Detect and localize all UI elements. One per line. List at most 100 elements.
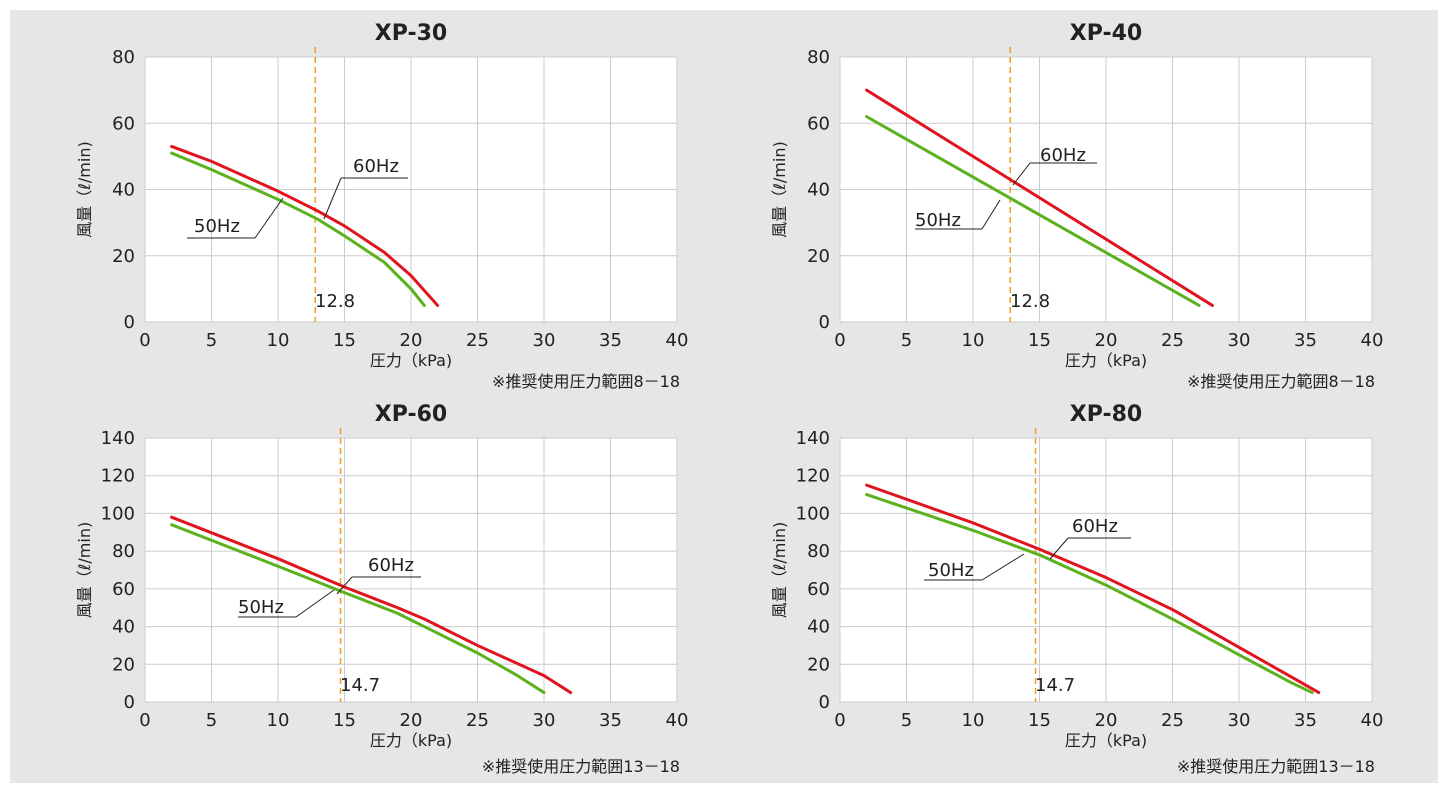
y-tick-label: 20 [112,246,135,267]
y-tick-label: 120 [101,466,135,487]
series-line-50hz [170,523,546,695]
x-tick-label: 10 [962,330,985,351]
chart-panel: 0 5 10 15 20 25 30 35 40 0 20 40 60 80 XP-30 圧力（kPa) 風量（… [10,10,1438,783]
x-axis-label: 圧力（kPa) [370,731,452,750]
y-tick-label: 0 [124,312,135,333]
y-tick-label: 120 [796,466,830,487]
annotation-60hz: 60Hz [1040,145,1086,166]
annotation-60hz-leader [336,576,353,595]
reference-line-label: 14.7 [1035,675,1075,696]
x-axis-label: 圧力（kPa) [370,351,452,370]
x-tick-label: 5 [206,710,217,731]
x-tick-label: 10 [962,710,985,731]
x-tick-label: 40 [666,710,689,731]
x-tick-label: 40 [1361,710,1384,731]
series-line-50hz [170,151,426,307]
x-tick-label: 0 [834,710,845,731]
x-tick-label: 25 [1161,330,1184,351]
x-tick-label: 0 [139,710,150,731]
y-tick-label: 100 [796,503,830,524]
annotation-50hz-leader [981,553,1025,581]
annotation-50hz-leader [254,197,284,239]
reference-line-label: 12.8 [315,291,355,312]
annotation-50hz: 50Hz [928,560,974,581]
y-tick-label: 80 [807,541,830,562]
y-tick-label: 40 [807,180,830,201]
y-tick-label: 80 [112,47,135,68]
x-tick-label: 0 [834,330,845,351]
x-tick-label: 35 [1294,330,1317,351]
x-tick-label: 5 [901,330,912,351]
x-tick-label: 5 [206,330,217,351]
x-tick-label: 15 [1028,330,1051,351]
chart-title: XP-40 [1070,21,1142,46]
annotation-50hz: 50Hz [238,597,284,618]
x-tick-label: 30 [1228,710,1251,731]
x-tick-label: 0 [139,330,150,351]
y-tick-label: 40 [112,617,135,638]
x-tick-label: 40 [1361,330,1384,351]
annotation-60hz: 60Hz [368,555,414,576]
x-tick-label: 40 [666,330,689,351]
y-axis-label: 風量（ℓ/min) [75,522,94,618]
annotation-60hz-leader [323,177,342,220]
y-tick-label: 20 [112,654,135,675]
x-tick-label: 25 [1161,710,1184,731]
y-tick-label: 60 [112,579,135,600]
y-tick-label: 40 [807,617,830,638]
y-tick-label: 40 [112,180,135,201]
y-tick-label: 60 [112,113,135,134]
y-tick-label: 20 [807,654,830,675]
x-tick-label: 15 [333,330,356,351]
annotation-50hz-leader [981,199,1001,230]
annotation-60hz: 60Hz [353,156,399,177]
y-tick-label: 0 [819,692,830,713]
y-axis-label: 風量（ℓ/min) [770,522,789,618]
x-tick-label: 15 [333,710,356,731]
series-line-60hz [865,88,1214,307]
series-line-50hz [865,493,1314,695]
y-axis-label: 風量（ℓ/min) [770,141,789,237]
x-tick-label: 30 [533,330,556,351]
y-axis-label: 風量（ℓ/min) [75,141,94,237]
x-tick-label: 20 [1095,330,1118,351]
x-tick-label: 25 [466,710,489,731]
chart-title: XP-80 [1070,402,1142,427]
y-tick-label: 0 [819,312,830,333]
reference-line-label: 14.7 [340,675,380,696]
x-tick-label: 35 [1294,710,1317,731]
annotation-50hz: 50Hz [915,210,961,231]
series-line-60hz [170,515,573,695]
x-tick-label: 10 [267,710,290,731]
y-tick-label: 60 [807,579,830,600]
pressure-range-note: ※推奨使用圧力範囲8－18 [492,372,680,391]
chart-title: XP-60 [375,402,447,427]
y-tick-label: 100 [101,503,135,524]
annotation-60hz: 60Hz [1072,516,1118,537]
pressure-range-note: ※推奨使用圧力範囲13－18 [1177,757,1375,776]
x-tick-label: 35 [599,330,622,351]
x-axis-label: 圧力（kPa) [1065,731,1147,750]
y-tick-label: 20 [807,246,830,267]
y-tick-label: 80 [807,47,830,68]
reference-line-label: 12.8 [1010,291,1050,312]
y-tick-label: 60 [807,113,830,134]
annotation-60hz-leader [1049,537,1069,560]
x-tick-label: 20 [1095,710,1118,731]
chart-title: XP-30 [375,21,447,46]
y-tick-label: 140 [796,428,830,449]
y-tick-label: 0 [124,692,135,713]
y-tick-label: 140 [101,428,135,449]
x-tick-label: 10 [267,330,290,351]
x-tick-label: 25 [466,330,489,351]
x-tick-label: 20 [400,330,423,351]
x-tick-label: 30 [533,710,556,731]
series-line-50hz [865,115,1201,307]
x-tick-label: 30 [1228,330,1251,351]
charts-canvas: 0 5 10 15 20 25 30 35 40 0 20 40 60 80 XP-30 圧力（kPa) 風量（… [75,21,1384,776]
annotation-60hz-leader [1012,162,1031,186]
x-tick-label: 20 [400,710,423,731]
annotation-50hz: 50Hz [194,216,240,237]
x-tick-label: 5 [901,710,912,731]
pressure-range-note: ※推奨使用圧力範囲13－18 [482,757,680,776]
